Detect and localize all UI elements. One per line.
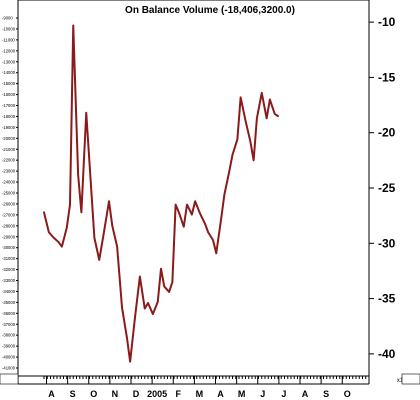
x-tick-label: J xyxy=(260,389,265,399)
left-y-tick-label: -14000 xyxy=(2,70,16,75)
left-y-tick-label: -37000 xyxy=(2,322,16,327)
left-y-tick-label: -33000 xyxy=(2,278,16,283)
left-y-tick-label: -22000 xyxy=(2,158,16,163)
tick-layer xyxy=(16,17,374,384)
x-tick-label: O xyxy=(90,389,97,399)
x-tick-label: N xyxy=(112,389,119,399)
x-tick-label: A xyxy=(217,389,224,399)
obv-series-line xyxy=(43,24,279,363)
right-y-tick-label: -15 xyxy=(378,70,396,84)
left-y-tick-label: -11000 xyxy=(2,37,15,42)
left-y-tick-label: -31000 xyxy=(2,256,16,261)
right-y-tick-label: -40 xyxy=(378,347,396,361)
x-tick-label: D xyxy=(133,389,140,399)
left-y-tick-label: -12000 xyxy=(2,48,16,53)
x-tick-label: O xyxy=(344,389,351,399)
left-y-tick-label: -26000 xyxy=(2,201,16,206)
x-tick-label: A xyxy=(48,389,55,399)
chart-title: On Balance Volume (-18,406,3200.0) xyxy=(125,5,295,16)
left-y-tick-label: -29000 xyxy=(2,234,16,239)
left-y-tick-label: -39000 xyxy=(2,344,16,349)
x-tick-label: S xyxy=(70,389,76,399)
left-y-tick-label: -16000 xyxy=(2,92,16,97)
right-y-tick-label: -30 xyxy=(378,236,396,250)
x-tick-label: J xyxy=(281,389,286,399)
left-y-tick-label: -27000 xyxy=(2,212,16,217)
label-layer: -10 -15 -20 -25 -30 -35 -40 -9000 -10000 -11000 -1… xyxy=(2,15,396,399)
left-y-tick-label: -28000 xyxy=(2,223,16,228)
right-y-tick-label: -10 xyxy=(378,15,396,29)
left-y-tick-label: -10000 xyxy=(2,26,16,31)
plot-frame xyxy=(17,0,370,377)
series-layer xyxy=(43,24,279,363)
right-y-tick-label: -20 xyxy=(378,126,396,140)
left-y-tick-label: -9000 xyxy=(2,16,13,21)
right-y-tick-label: -35 xyxy=(378,292,396,306)
left-y-tick-label: -41000 xyxy=(2,366,16,371)
x-tick-label: 2005 xyxy=(147,389,167,399)
left-y-tick-label: -38000 xyxy=(2,333,16,338)
x-tick-label: M xyxy=(238,389,246,399)
x-tick-label: F xyxy=(176,389,182,399)
x-tick-label: A xyxy=(302,389,309,399)
left-y-tick-label: -18000 xyxy=(2,114,16,119)
left-y-tick-label: -40000 xyxy=(2,355,16,360)
left-y-tick-label: -21000 xyxy=(2,147,16,152)
right-bottom-box xyxy=(401,373,420,385)
left-y-tick-label: -23000 xyxy=(2,169,16,174)
left-bottom-box xyxy=(0,373,19,385)
left-y-tick-label: -32000 xyxy=(2,267,16,272)
left-y-tick-label: -34000 xyxy=(2,289,16,294)
left-y-tick-label: -24000 xyxy=(2,180,16,185)
left-y-tick-label: -35000 xyxy=(2,300,16,305)
left-y-tick-label: -25000 xyxy=(2,191,16,196)
right-y-tick-label: -25 xyxy=(378,181,396,195)
left-y-tick-label: -19000 xyxy=(2,125,16,130)
left-y-tick-label: -15000 xyxy=(2,81,16,86)
left-y-tick-label: -17000 xyxy=(2,103,16,108)
left-y-tick-label: -30000 xyxy=(2,245,16,250)
left-y-tick-label: -20000 xyxy=(2,136,16,141)
left-y-tick-label: -13000 xyxy=(2,59,16,64)
x-tick-label: S xyxy=(323,389,329,399)
left-y-tick-label: -36000 xyxy=(2,311,16,316)
x-tick-label: M xyxy=(196,389,204,399)
